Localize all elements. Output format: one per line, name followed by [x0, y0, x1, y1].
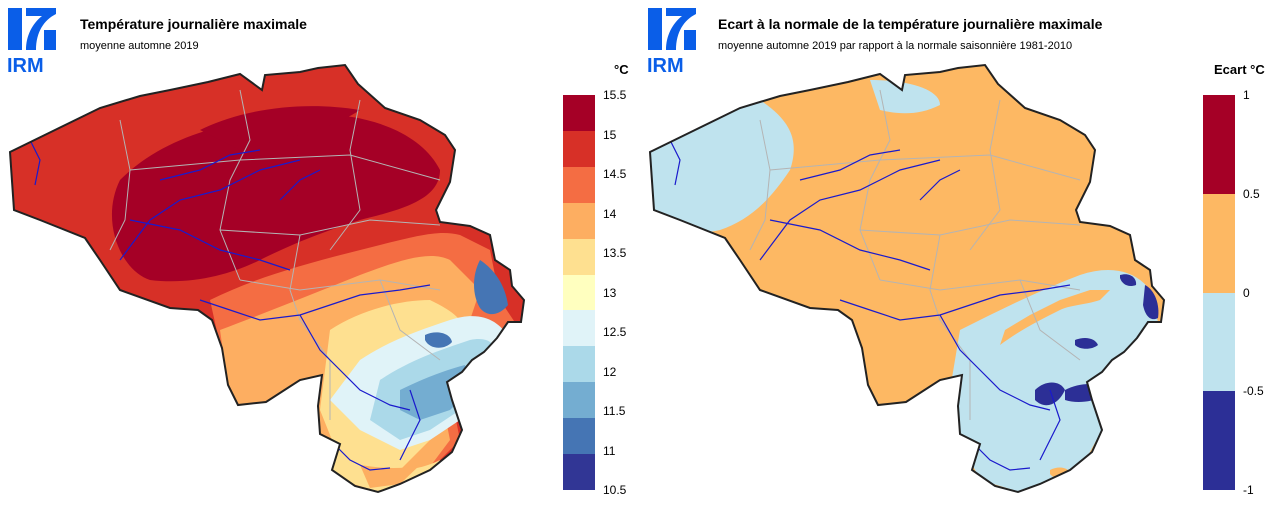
legend-label: 15 — [603, 127, 617, 142]
belgium-temperature-map — [8, 63, 526, 494]
legend-swatch — [1203, 292, 1235, 392]
irm-logo: IRM — [647, 8, 696, 74]
legend-swatch — [563, 454, 595, 490]
legend-swatch — [563, 202, 595, 239]
map-title: Température journalière maximale — [80, 16, 307, 32]
legend-swatch — [563, 382, 595, 419]
map-title: Ecart à la normale de la température jou… — [718, 16, 1103, 32]
logo-text: IRM — [7, 55, 44, 74]
legend-label: 1 — [1243, 88, 1250, 102]
legend-color-bar — [563, 95, 595, 490]
legend-label: 12 — [603, 364, 617, 379]
map-subtitle: moyenne automne 2019 par rapport à la no… — [718, 40, 1073, 52]
legend-color-bar — [1203, 95, 1235, 490]
legend-swatch — [1203, 193, 1235, 293]
legend-swatch — [563, 346, 595, 383]
legend-label: 12.5 — [603, 325, 627, 339]
legend-label: 13.5 — [603, 246, 627, 260]
logo-text: IRM — [647, 55, 684, 74]
left-map-panel: IRM Température journalière maximale moy… — [7, 8, 629, 497]
legend-label: 11 — [603, 443, 616, 458]
irm-logo: IRM — [7, 8, 56, 74]
legend-swatch — [563, 418, 595, 455]
legend-swatch — [1203, 391, 1235, 490]
belgium-anomaly-map — [648, 63, 1166, 494]
legend-label: -0.5 — [1243, 384, 1264, 399]
right-map-panel: IRM Ecart à la normale de la température… — [640, 0, 1280, 507]
legend-swatch — [1203, 95, 1235, 194]
legend-label: 13 — [603, 285, 617, 300]
legend-label: 0.5 — [1243, 186, 1260, 201]
legend-swatch — [563, 310, 595, 347]
legend-label: 10.5 — [603, 483, 627, 497]
legend-swatch — [563, 238, 595, 275]
legend-unit: Ecart °C — [1214, 62, 1265, 77]
legend-label: 15.5 — [603, 88, 627, 102]
legend-swatch — [563, 130, 595, 167]
legend-swatch — [563, 166, 595, 203]
legend-label: 14.5 — [603, 167, 627, 181]
legend-label: 11.5 — [603, 404, 626, 418]
legend-unit: °C — [614, 62, 629, 77]
legend-label: 0 — [1243, 285, 1250, 300]
legend-swatch — [563, 95, 595, 131]
legend-label: 14 — [603, 206, 617, 221]
legend-label: -1 — [1243, 483, 1254, 497]
map-subtitle: moyenne automne 2019 — [80, 40, 199, 52]
legend-swatch — [563, 274, 595, 311]
